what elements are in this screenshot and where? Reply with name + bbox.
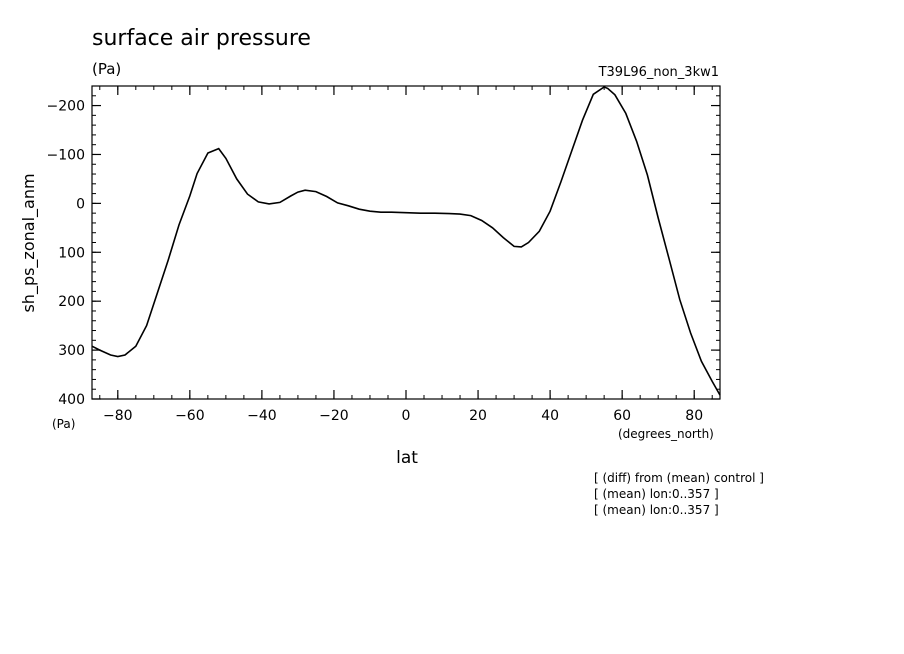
note-line-3: [ (mean) lon:0..357 ] <box>594 503 719 517</box>
y-tick-label: 100 <box>58 245 85 261</box>
x-tick-label: 40 <box>541 408 559 424</box>
y-axis-label: sh_ps_zonal_anm <box>19 173 39 312</box>
x-axis: −80 −60 −40 −20 0 20 40 60 80 <box>103 86 703 424</box>
y-tick-label: −200 <box>47 99 85 115</box>
note-line-1: [ (diff) from (mean) control ] <box>594 471 764 485</box>
y-tick-label: 400 <box>58 392 85 408</box>
x-tick-label: 0 <box>402 408 411 424</box>
x-tick-label: −40 <box>247 408 277 424</box>
x-tick-label: −20 <box>319 408 349 424</box>
chart-units-top: (Pa) <box>92 60 121 78</box>
y-tick-label: 0 <box>76 196 85 212</box>
run-label: T39L96_non_3kw1 <box>598 65 719 80</box>
y-tick-label: −100 <box>47 147 85 163</box>
minor-ticks <box>92 85 720 400</box>
note-line-2: [ (mean) lon:0..357 ] <box>594 487 719 501</box>
x-tick-label: −60 <box>175 408 205 424</box>
y-units-bottom: (Pa) <box>52 417 75 431</box>
y-tick-label: 300 <box>58 343 85 359</box>
x-tick-label: 80 <box>685 408 703 424</box>
chart-title: surface air pressure <box>92 26 311 51</box>
x-units: (degrees_north) <box>618 427 714 441</box>
x-tick-label: −80 <box>103 408 133 424</box>
x-axis-label: lat <box>396 448 418 468</box>
series-line <box>91 86 721 396</box>
y-axis: −200 −100 0 100 200 300 400 <box>47 99 720 408</box>
y-tick-label: 200 <box>58 294 85 310</box>
x-tick-label: 20 <box>469 408 487 424</box>
plot-frame <box>91 85 721 400</box>
x-tick-label: 60 <box>613 408 631 424</box>
